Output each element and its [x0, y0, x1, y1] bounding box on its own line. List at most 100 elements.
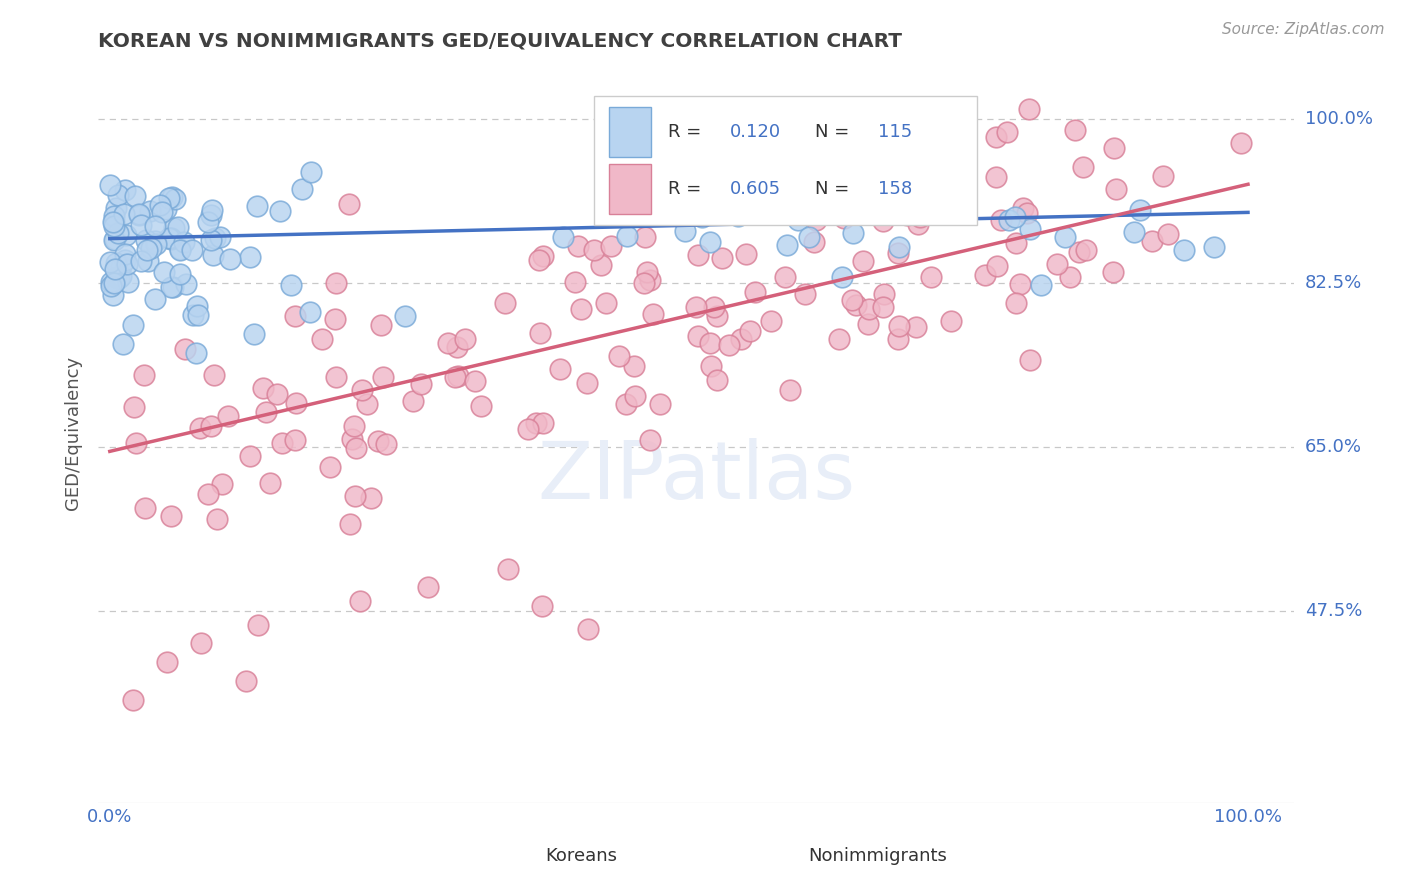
- Point: [371, 370, 394, 384]
- Point: [997, 213, 1019, 227]
- Point: [735, 247, 758, 261]
- Point: [235, 673, 257, 688]
- Point: [990, 212, 1012, 227]
- Point: [103, 214, 125, 228]
- Text: KOREAN VS NONIMMIGRANTS GED/EQUIVALENCY CORRELATION CHART: KOREAN VS NONIMMIGRANTS GED/EQUIVALENCY …: [98, 31, 903, 50]
- Point: [160, 231, 183, 245]
- Point: [446, 340, 468, 354]
- Point: [103, 277, 125, 291]
- Point: [239, 250, 262, 264]
- Point: [105, 256, 128, 270]
- Point: [149, 198, 172, 212]
- Point: [173, 343, 195, 357]
- Point: [1019, 352, 1042, 367]
- Point: [181, 309, 204, 323]
- Point: [218, 252, 240, 267]
- Point: [360, 491, 382, 506]
- Point: [730, 331, 752, 345]
- Point: [845, 298, 868, 312]
- Point: [159, 508, 181, 523]
- Point: [208, 230, 231, 244]
- Point: [548, 361, 571, 376]
- Point: [169, 242, 191, 256]
- Point: [793, 136, 815, 151]
- Point: [1018, 103, 1040, 117]
- Point: [323, 312, 346, 326]
- Point: [156, 655, 179, 669]
- Point: [107, 226, 129, 240]
- Point: [717, 338, 740, 352]
- Point: [166, 220, 188, 235]
- Point: [797, 230, 820, 244]
- Point: [197, 214, 219, 228]
- Point: [531, 416, 554, 430]
- Point: [1004, 236, 1026, 251]
- Point: [914, 116, 936, 130]
- Point: [883, 125, 905, 139]
- Point: [370, 318, 392, 332]
- Point: [246, 198, 269, 212]
- Point: [98, 178, 121, 192]
- Point: [1019, 222, 1042, 236]
- Point: [104, 201, 127, 215]
- Point: [914, 196, 936, 211]
- Point: [517, 422, 540, 436]
- Text: N =: N =: [815, 123, 855, 141]
- Point: [1122, 226, 1144, 240]
- Point: [242, 327, 264, 342]
- Point: [160, 280, 183, 294]
- Point: [437, 335, 460, 350]
- Point: [776, 238, 799, 252]
- Point: [124, 188, 146, 202]
- Text: N =: N =: [815, 180, 855, 198]
- Point: [529, 252, 551, 267]
- FancyBboxPatch shape: [494, 838, 531, 875]
- Point: [153, 265, 176, 279]
- Point: [114, 253, 136, 268]
- Point: [143, 219, 166, 233]
- Point: [727, 210, 749, 224]
- Point: [129, 253, 152, 268]
- Point: [773, 270, 796, 285]
- Point: [702, 164, 724, 178]
- Point: [887, 239, 910, 253]
- Point: [633, 277, 655, 291]
- Point: [616, 228, 638, 243]
- Point: [887, 319, 910, 334]
- Point: [103, 209, 125, 223]
- FancyBboxPatch shape: [756, 838, 794, 875]
- Point: [744, 285, 766, 300]
- Point: [748, 203, 770, 218]
- Point: [157, 231, 180, 245]
- Point: [1010, 277, 1032, 292]
- Point: [922, 207, 945, 221]
- Point: [101, 288, 124, 302]
- Point: [394, 309, 416, 323]
- Point: [186, 299, 208, 313]
- Point: [886, 332, 908, 346]
- Point: [531, 249, 554, 263]
- Point: [201, 202, 224, 217]
- Point: [1157, 227, 1180, 242]
- Point: [173, 235, 195, 249]
- Point: [340, 432, 363, 446]
- Point: [375, 436, 398, 450]
- Point: [1046, 257, 1069, 271]
- Point: [135, 233, 157, 247]
- Point: [623, 359, 645, 373]
- Point: [139, 204, 162, 219]
- Point: [1017, 205, 1039, 219]
- Point: [259, 476, 281, 491]
- Point: [139, 241, 162, 255]
- Point: [529, 326, 551, 340]
- Point: [454, 332, 477, 346]
- Point: [200, 419, 222, 434]
- Point: [112, 207, 135, 221]
- Point: [114, 183, 136, 197]
- Point: [284, 309, 307, 323]
- Point: [114, 246, 136, 260]
- Point: [841, 293, 863, 307]
- Point: [1140, 234, 1163, 248]
- Point: [576, 623, 599, 637]
- Point: [636, 265, 658, 279]
